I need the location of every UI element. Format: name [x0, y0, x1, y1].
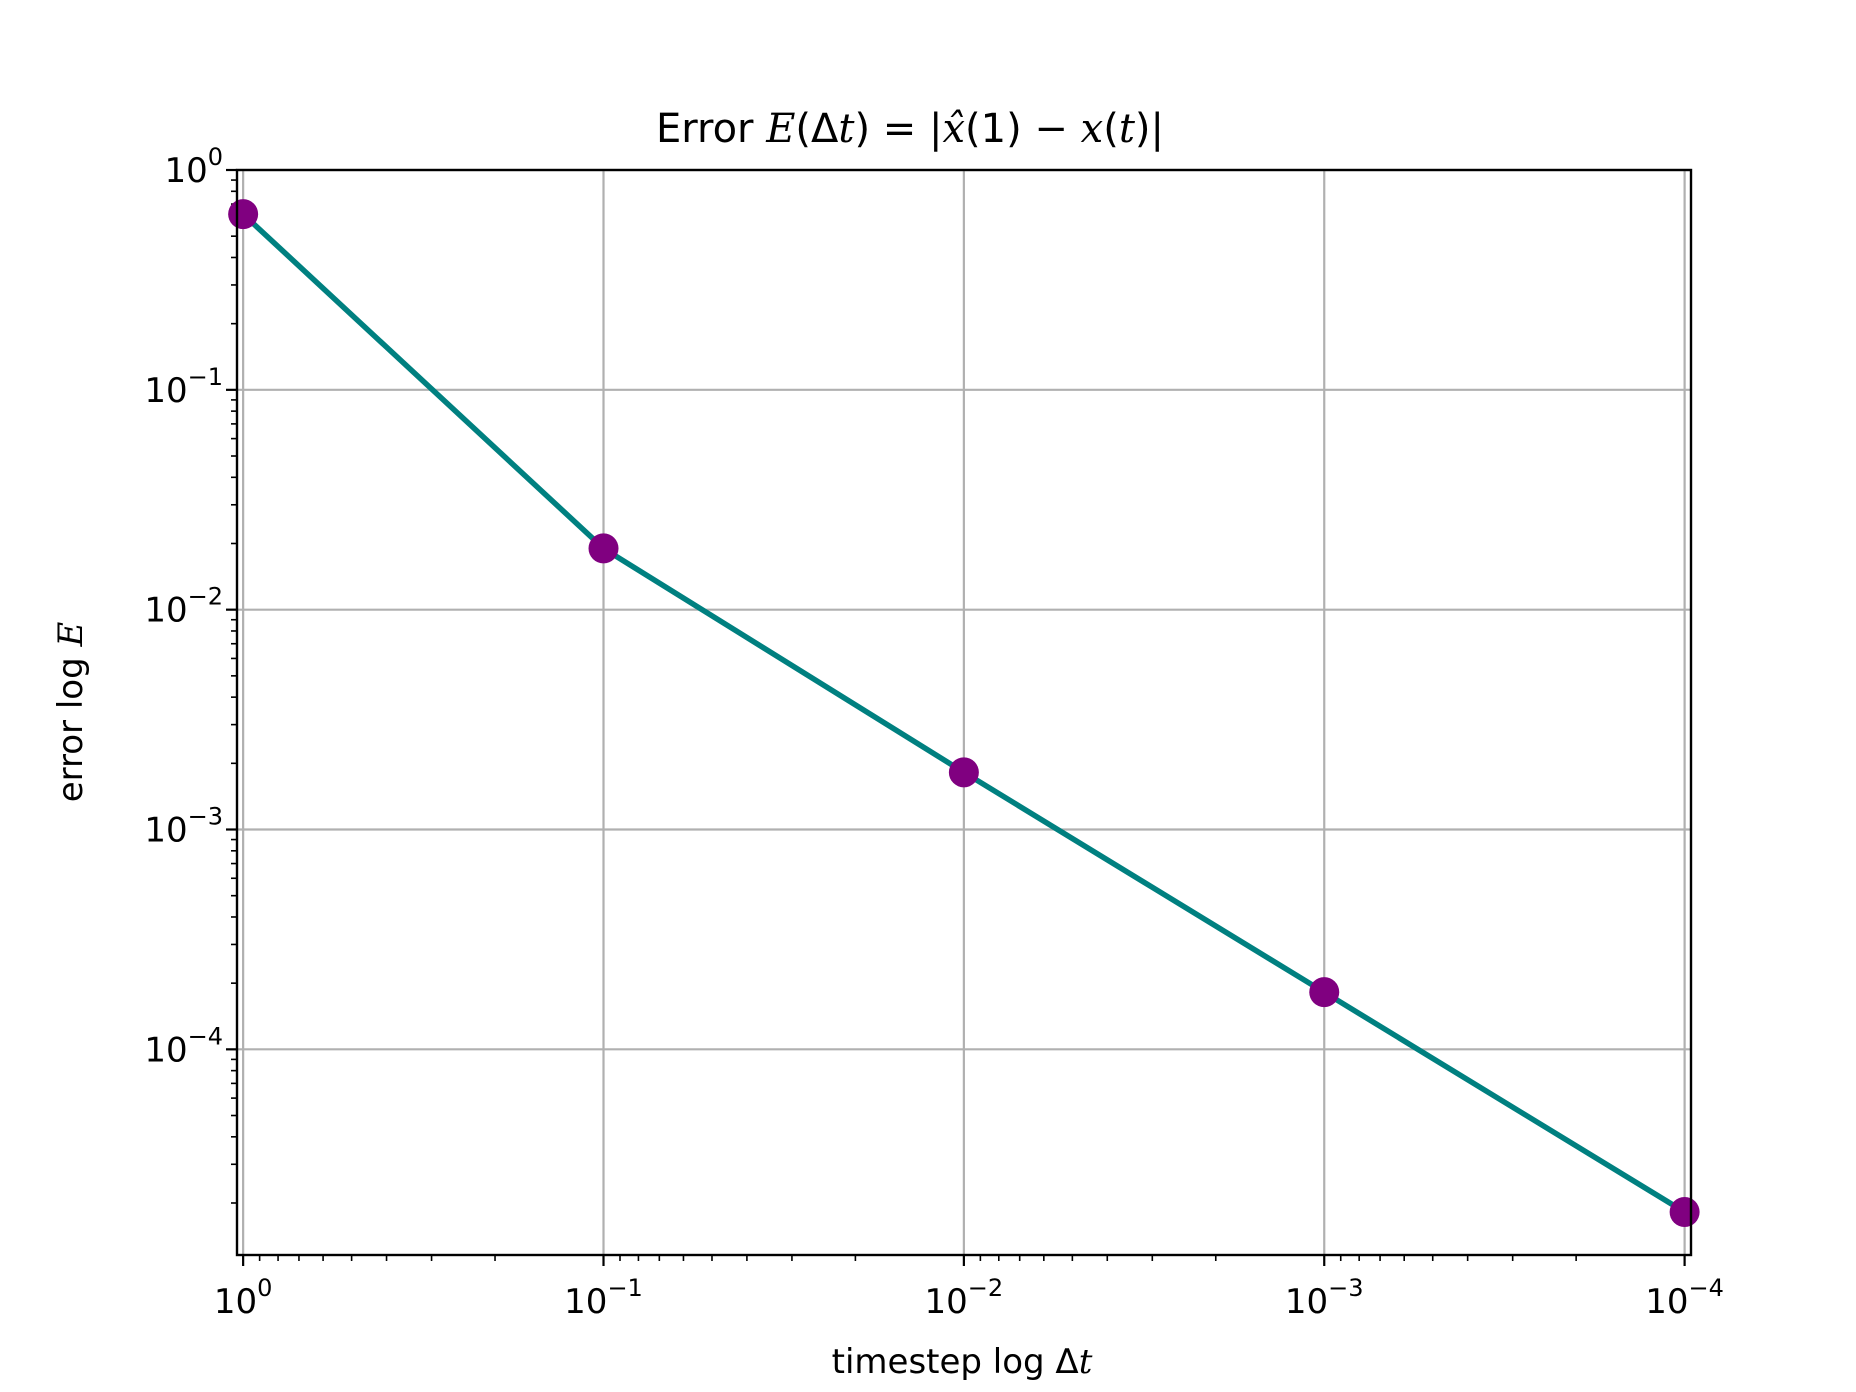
- plot-frame: [235, 168, 1693, 1257]
- y-tick-labels: 100 10−1 10−2 10−3 10−4: [144, 143, 223, 1070]
- x-tick-label: 10−4: [1645, 1274, 1724, 1322]
- y-tick-label: 10−1: [144, 363, 223, 411]
- y-tick-label: 10−2: [144, 583, 223, 631]
- y-tick-label: 10−4: [144, 1022, 223, 1070]
- x-tick-label: 10−2: [925, 1274, 1004, 1322]
- major-ticks: [226, 168, 1686, 1266]
- minor-ticks: [231, 179, 1577, 1261]
- y-tick-label: 10−3: [144, 803, 223, 851]
- data-point: [948, 757, 979, 788]
- chart-title: Error E(Δt) = |x̂(1) − x(t)|: [656, 106, 1164, 152]
- data-point: [1309, 977, 1340, 1008]
- x-axis-label: timestep log Δt: [832, 1342, 1093, 1382]
- x-tick-label: 10−1: [564, 1274, 643, 1322]
- x-tick-labels: 100 10−1 10−2 10−3 10−4: [214, 1274, 1724, 1322]
- x-tick-label: 100: [214, 1274, 273, 1322]
- y-axis-label: error log E: [51, 622, 91, 803]
- data-point: [588, 533, 619, 564]
- grid-lines: [237, 168, 1691, 1255]
- data-point: [228, 199, 259, 230]
- x-tick-label: 10−3: [1285, 1274, 1364, 1322]
- y-tick-label: 100: [164, 143, 223, 191]
- data-point: [1669, 1196, 1700, 1227]
